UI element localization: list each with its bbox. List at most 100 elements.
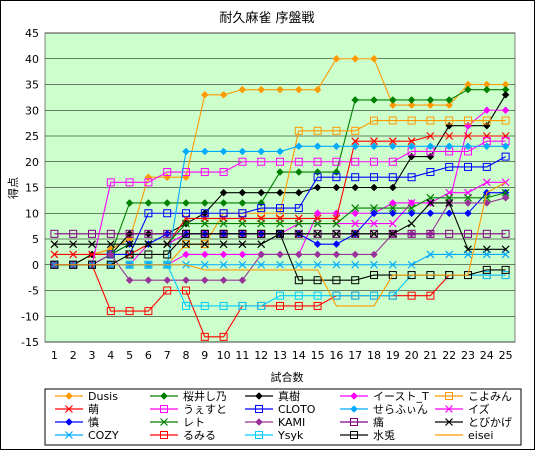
legend-entry: CLOTO xyxy=(245,403,316,416)
data-point xyxy=(200,332,209,341)
legend-entry: レト xyxy=(150,416,205,429)
data-point xyxy=(238,209,247,218)
data-point xyxy=(482,85,491,94)
data-point xyxy=(426,96,435,104)
data-point xyxy=(219,332,228,341)
legend-marker xyxy=(445,405,453,413)
data-point xyxy=(482,193,491,202)
data-point xyxy=(351,183,360,192)
legend-label: レト xyxy=(183,416,205,429)
data-point xyxy=(332,183,341,192)
data-point xyxy=(501,188,510,197)
x-tick-label: 15 xyxy=(311,349,325,362)
data-point xyxy=(445,199,454,207)
data-point xyxy=(370,219,378,228)
data-point xyxy=(351,204,360,213)
data-point xyxy=(144,307,153,316)
data-point xyxy=(294,291,303,300)
x-tick-label: 1 xyxy=(51,349,58,362)
data-point xyxy=(501,271,510,280)
data-point xyxy=(370,142,378,151)
data-point xyxy=(125,178,134,187)
x-tick-label: 8 xyxy=(183,349,190,362)
data-point xyxy=(351,137,360,146)
data-point xyxy=(276,168,284,176)
legend-marker xyxy=(160,431,168,439)
data-point xyxy=(464,85,472,94)
data-point xyxy=(219,209,228,218)
data-point xyxy=(276,250,284,259)
data-point xyxy=(407,209,416,218)
data-point xyxy=(106,250,115,259)
legend-label: Dusis xyxy=(88,390,118,403)
data-point xyxy=(501,106,510,115)
data-point xyxy=(238,199,247,207)
x-tick-label: 11 xyxy=(235,349,249,362)
data-point xyxy=(407,204,416,213)
data-point xyxy=(294,85,303,94)
data-point xyxy=(182,147,190,156)
data-point xyxy=(445,229,454,238)
data-point xyxy=(106,229,115,238)
data-point xyxy=(482,116,491,125)
data-point xyxy=(219,240,228,249)
data-point xyxy=(445,101,454,109)
x-tick-label: 16 xyxy=(329,349,343,362)
data-point xyxy=(238,85,247,94)
data-point xyxy=(163,276,172,285)
legend-label: 桜井し乃 xyxy=(183,389,227,403)
data-point xyxy=(313,142,322,151)
data-point xyxy=(219,199,228,207)
data-point xyxy=(257,188,266,197)
legend-marker xyxy=(65,431,73,439)
data-point xyxy=(370,116,378,125)
chart-title: 耐久麻雀 序盤戦 xyxy=(219,11,314,26)
data-point xyxy=(332,54,341,63)
data-point xyxy=(238,250,247,259)
x-tick-label: 23 xyxy=(461,349,475,362)
data-point xyxy=(257,157,266,166)
data-point xyxy=(426,116,435,125)
data-point xyxy=(219,90,228,99)
legend-label: イズ xyxy=(468,402,490,416)
data-point xyxy=(313,301,322,310)
data-point xyxy=(351,260,360,269)
legend-entry: 水兎 xyxy=(340,429,395,442)
data-point xyxy=(238,229,247,238)
legend-label: 痛 xyxy=(373,415,384,429)
x-tick-label: 14 xyxy=(292,349,306,362)
legend-marker xyxy=(160,392,168,400)
data-point xyxy=(276,188,284,197)
legend-entry: 萌 xyxy=(55,402,99,416)
series-line xyxy=(54,181,506,307)
data-point xyxy=(370,173,378,182)
data-point xyxy=(313,219,322,228)
legend-entry: こよみん xyxy=(435,390,512,403)
data-point xyxy=(501,116,510,125)
y-tick-label: 25 xyxy=(25,130,39,143)
y-tick-label: 0 xyxy=(32,259,39,272)
data-point xyxy=(332,250,341,259)
data-point xyxy=(351,126,360,135)
x-tick-label: 9 xyxy=(201,349,208,362)
data-point xyxy=(238,240,247,249)
data-point xyxy=(426,168,435,177)
data-point xyxy=(445,96,454,104)
data-point xyxy=(426,229,435,238)
data-point xyxy=(370,291,378,300)
y-tick-label: 5 xyxy=(32,233,39,246)
legend-label: るみる xyxy=(183,429,216,442)
data-point xyxy=(445,142,454,151)
data-point xyxy=(163,229,172,238)
data-point xyxy=(294,250,303,259)
data-point xyxy=(313,260,322,269)
data-point xyxy=(144,199,153,207)
data-point xyxy=(313,85,322,94)
data-point xyxy=(313,229,322,238)
data-point xyxy=(388,142,397,151)
data-point xyxy=(388,219,397,228)
data-point xyxy=(407,101,416,109)
data-point xyxy=(351,276,360,285)
data-point xyxy=(426,291,435,300)
series-2 xyxy=(50,85,510,269)
